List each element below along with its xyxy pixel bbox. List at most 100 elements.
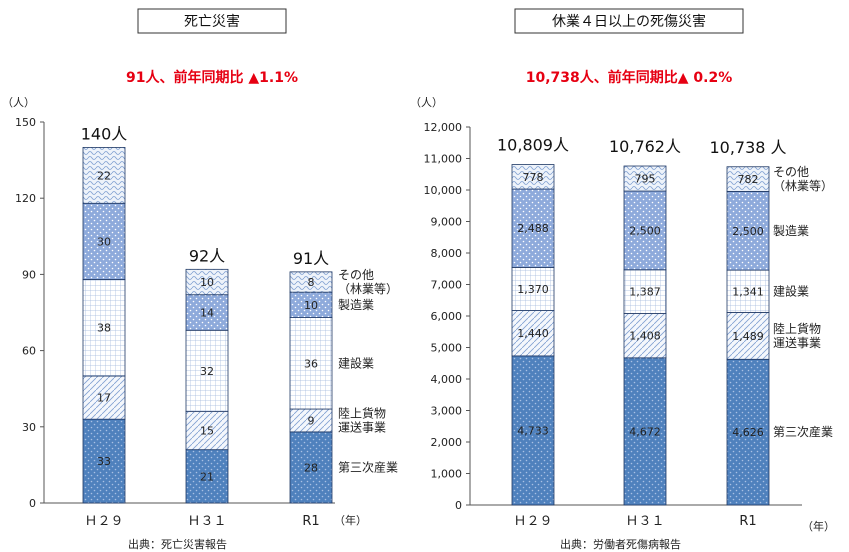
bar-segment: [82, 279, 126, 377]
bar-segment: [185, 411, 229, 451]
chart-2-y-unit: （人）: [410, 96, 443, 109]
legend-label: その他（林業等）: [773, 165, 833, 193]
bar-total-label: 92人: [189, 246, 225, 265]
legend-label: 製造業: [338, 298, 374, 312]
y-tick-label: 120: [15, 192, 36, 205]
bar-segment-label: 2,488: [517, 222, 549, 235]
bar-segment-label: 15: [200, 425, 214, 438]
bar-segment-label: 8: [308, 276, 315, 289]
legend-label: 陸上貨物運送事業: [773, 321, 821, 350]
bar-segment: [511, 355, 555, 506]
legend-label: 陸上貨物運送事業: [338, 405, 386, 434]
bar-segment: [185, 329, 229, 412]
bar-segment-label: 38: [97, 322, 111, 335]
y-tick-label: 150: [15, 116, 36, 129]
bar-segment: [511, 266, 555, 311]
bar-segment-label: 1,408: [629, 330, 661, 343]
bar-segment-label: 1,387: [629, 286, 661, 299]
x-category-label: Ｈ３１: [625, 514, 664, 529]
bar-segment-label: 9: [308, 414, 315, 427]
chart-1-x-unit: （年）: [334, 513, 367, 527]
y-tick-label: 8,000: [431, 247, 463, 260]
bar-total-label: 10,809人: [497, 136, 569, 155]
y-tick-label: 0: [29, 497, 36, 510]
bar-segment-label: 30: [97, 235, 111, 248]
legend-label: 製造業: [773, 224, 809, 238]
bar-segment: [289, 271, 333, 293]
bar-segment-label: 1,341: [732, 285, 764, 298]
y-tick-label: 11,000: [424, 153, 463, 166]
chart-1-y-unit: （人）: [2, 96, 35, 109]
y-tick-label: 60: [22, 345, 36, 358]
bar-total-label: 10,762人: [609, 137, 681, 156]
x-category-label: R1: [739, 514, 756, 529]
bar-segment-label: 795: [635, 173, 656, 186]
chart-2-x-unit: （年）: [802, 519, 835, 533]
y-tick-label: 4,000: [431, 373, 463, 386]
chart-2-source: 出典：労働者死傷病報告: [560, 537, 681, 551]
bar-segment-label: 1,489: [732, 330, 764, 343]
bar-total-label: 140人: [81, 124, 128, 143]
bar-segment: [511, 188, 555, 268]
chart-2-title: 休業４日以上の死傷災害: [552, 14, 706, 30]
chart-2-legend: 第三次産業 陸上貨物運送事業 建設業 製造業 その他（林業等）: [773, 165, 833, 439]
chart-1-bars: 33 17 38 30 22 140人 Ｈ２９ 21 15 32 14 10 92人 Ｈ３１ 28 9 36 10…: [81, 124, 333, 529]
bar-segment-label: 21: [200, 470, 214, 483]
bar-segment-label: 4,626: [732, 426, 764, 439]
bar-segment: [82, 375, 126, 420]
bar-segment-label: 36: [304, 357, 318, 370]
bar-segment: [82, 418, 126, 504]
y-tick-label: 3,000: [431, 405, 463, 418]
chart-1-source: 出典：死亡災害報告: [128, 537, 227, 551]
x-category-label: R1: [302, 514, 319, 529]
legend-label: 建設業: [338, 355, 374, 370]
y-tick-label: 0: [455, 499, 462, 512]
chart-2-axes: 0 1,000 2,000 3,000 4,000 5,000 6,000 7,000 8,00…: [424, 121, 802, 512]
y-tick-label: 7,000: [431, 279, 463, 292]
bar-total-label: 10,738 人: [709, 138, 786, 157]
bar-segment: [185, 294, 229, 331]
bar-segment-label: 33: [97, 455, 111, 468]
bar-segment-label: 17: [97, 392, 111, 405]
bar-segment-label: 778: [523, 171, 544, 184]
y-tick-label: 90: [22, 268, 36, 281]
bar-segment-label: 4,672: [629, 425, 661, 438]
bar-segment-label: 2,500: [732, 225, 764, 238]
chart-1-headline: 91人、前年同期比 ▲1.1%: [126, 69, 298, 86]
chart-1-title: 死亡災害: [184, 14, 240, 30]
y-tick-label: 10,000: [424, 184, 463, 197]
bar-segment-label: 4,733: [517, 424, 549, 437]
bar-segment: [511, 164, 555, 190]
bar-segment: [82, 146, 126, 204]
y-tick-label: 1,000: [431, 468, 463, 481]
chart-1-legend: 第三次産業 陸上貨物運送事業 建設業 製造業 その他（林業等）: [338, 268, 398, 474]
bar-segment-label: 1,370: [517, 283, 549, 296]
bar-segment: [623, 357, 667, 506]
legend-label: その他（林業等）: [338, 268, 398, 296]
chart-2-bars: 4,733 1,440 1,370 2,488 778 10,809人 Ｈ２９ 4,672 1,…: [497, 136, 787, 529]
bar-segment-label: 10: [200, 276, 214, 289]
x-category-label: Ｈ２９: [513, 514, 552, 529]
bar-segment: [289, 431, 333, 504]
bar-segment: [726, 311, 770, 360]
chart-2: 休業４日以上の死傷災害 10,738人、前年同期比▲ 0.2% （人） （年） …: [410, 8, 835, 551]
legend-label: 第三次産業: [338, 459, 398, 474]
y-tick-label: 9,000: [431, 216, 463, 229]
bar-segment-label: 10: [304, 299, 318, 312]
legend-label: 建設業: [773, 283, 809, 298]
y-tick-label: 2,000: [431, 436, 463, 449]
bar-segment: [82, 202, 126, 280]
chart-2-headline: 10,738人、前年同期比▲ 0.2%: [526, 69, 733, 86]
chart-1-axes: 0 30 60 90 120 150: [15, 116, 335, 510]
bar-segment-label: 782: [738, 173, 759, 186]
bar-segment: [289, 317, 333, 410]
y-tick-label: 30: [22, 421, 36, 434]
bar-segment-label: 14: [200, 307, 214, 320]
bar-segment: [726, 166, 770, 192]
y-tick-label: 6,000: [431, 310, 463, 323]
legend-label: 第三次産業: [773, 424, 833, 439]
bar-segment-label: 2,500: [629, 224, 661, 237]
bar-segment: [623, 313, 667, 359]
bar-total-label: 91人: [293, 249, 329, 268]
